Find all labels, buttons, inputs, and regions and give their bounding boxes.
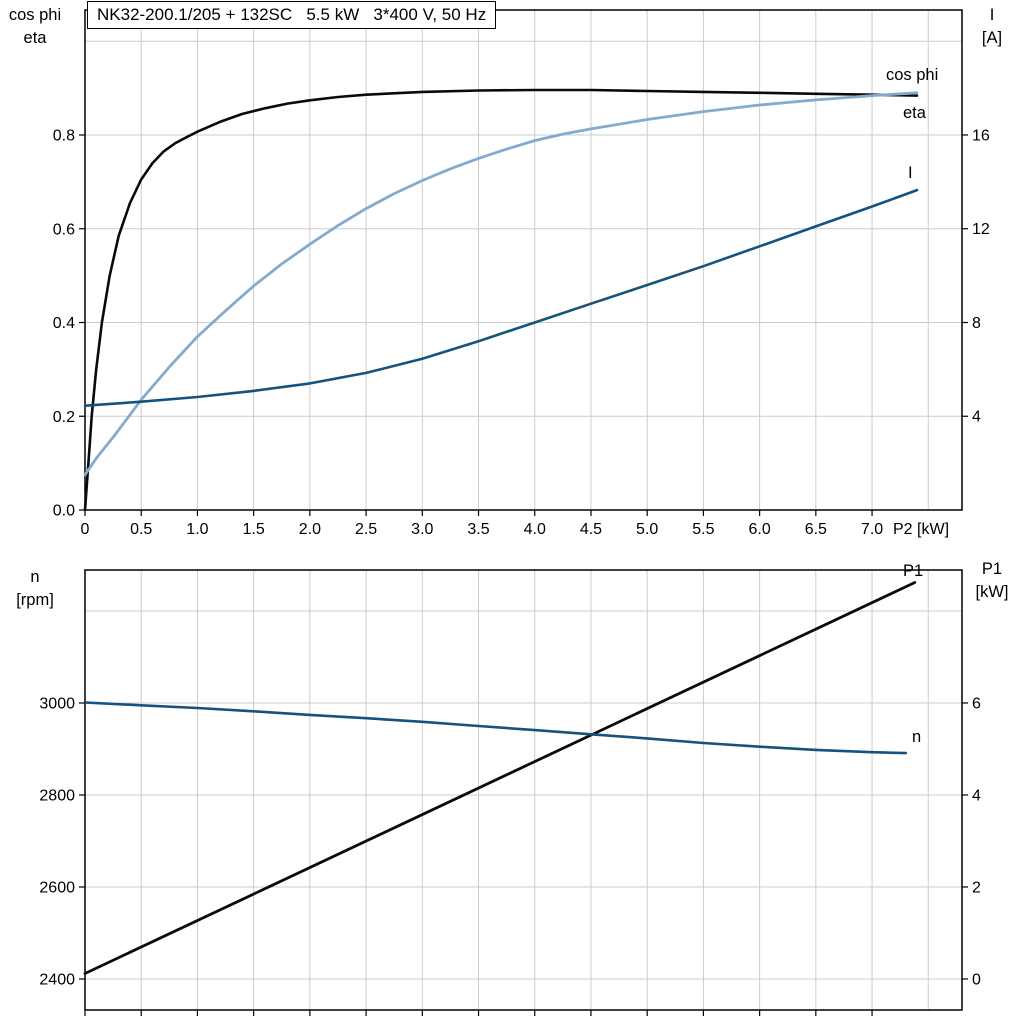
right-axis-header-top: I [A] [966, 4, 1018, 50]
left-tick-label: 0.6 [53, 221, 75, 238]
right-axis-header-bottom: P1 [kW] [966, 558, 1018, 604]
curve-label-p1: P1 [903, 562, 923, 580]
x-tick-label: 3.0 [411, 521, 433, 538]
right-axis-header-p1: P1 [981, 560, 1003, 578]
curve-label-i: I [908, 164, 913, 182]
series-eta [83, 88, 919, 512]
left-axis-header-speed: n [30, 568, 40, 586]
left-tick-label: 0.2 [53, 409, 75, 426]
right-tick-label: 6 [972, 695, 981, 712]
series-current [83, 188, 919, 408]
left-axis-header-eta: eta [23, 29, 47, 47]
left-tick-label: 3000 [39, 695, 75, 712]
left-tick-label: 0.0 [53, 503, 75, 520]
x-tick-label: 2.0 [299, 521, 321, 538]
x-tick-label: 1.0 [186, 521, 208, 538]
curve-label-n: n [912, 728, 921, 746]
x-tick-label: 5.5 [692, 521, 714, 538]
series-cos-phi [83, 91, 919, 477]
left-axis-header-cosphi: cos phi [8, 6, 62, 24]
right-tick-label: 0 [972, 971, 981, 988]
right-tick-label: 4 [972, 787, 981, 804]
motor-chart-bottom: 2400 2600 2800 3000 0 2 4 6 P1 n [39, 562, 981, 1016]
left-tick-label: 0.8 [53, 128, 75, 145]
left-axis-header-rpm-unit: [rpm] [16, 591, 54, 609]
right-tick-label: 4 [972, 409, 981, 426]
x-tick-label: 3.5 [467, 521, 489, 538]
left-axis-header-bottom: n [rpm] [2, 566, 68, 612]
right-tick-label: 12 [972, 221, 990, 238]
plot-border [84, 569, 963, 1011]
x-tick-label: 6.0 [748, 521, 770, 538]
series-p1 [83, 581, 917, 975]
right-tick-label: 8 [972, 315, 981, 332]
right-tick-label: 2 [972, 879, 981, 896]
x-axis-label: P2 [kW] [893, 521, 949, 538]
x-tick-label: 0.5 [130, 521, 152, 538]
right-axis-header-amps-unit: [A] [981, 29, 1003, 47]
motor-chart-top: 0 0.5 1.0 1.5 2.0 2.5 3.0 3.5 4.0 4.5 5.0 5.5 6.0 6.5… [53, 9, 990, 538]
series-speed [83, 701, 908, 755]
left-axis-header-top: cos phi eta [2, 4, 68, 50]
left-tick-label: 2600 [39, 879, 75, 896]
x-tick-label: 5.0 [636, 521, 658, 538]
right-axis-header-current: I [989, 6, 995, 24]
plot-border [84, 9, 963, 511]
x-tick-label: 4.0 [524, 521, 546, 538]
x-tick-label: 0 [81, 521, 90, 538]
x-tick-label: 2.5 [355, 521, 377, 538]
left-tick-label: 2400 [39, 971, 75, 988]
left-tick-label: 2800 [39, 787, 75, 804]
right-tick-label: 16 [972, 127, 990, 144]
x-tick-label: 6.5 [805, 521, 827, 538]
curve-label-cos-phi: cos phi [886, 66, 938, 84]
x-tick-label: 1.5 [243, 521, 265, 538]
right-axis-header-kw-unit: [kW] [975, 583, 1009, 601]
x-tick-label: 7.0 [861, 521, 883, 538]
chart-title: NK32-200.1/205 + 132SC 5.5 kW 3*400 V, 5… [87, 1, 497, 29]
curve-label-eta: eta [903, 104, 927, 122]
x-tick-label: 4.5 [580, 521, 602, 538]
left-tick-label: 0.4 [53, 315, 75, 332]
